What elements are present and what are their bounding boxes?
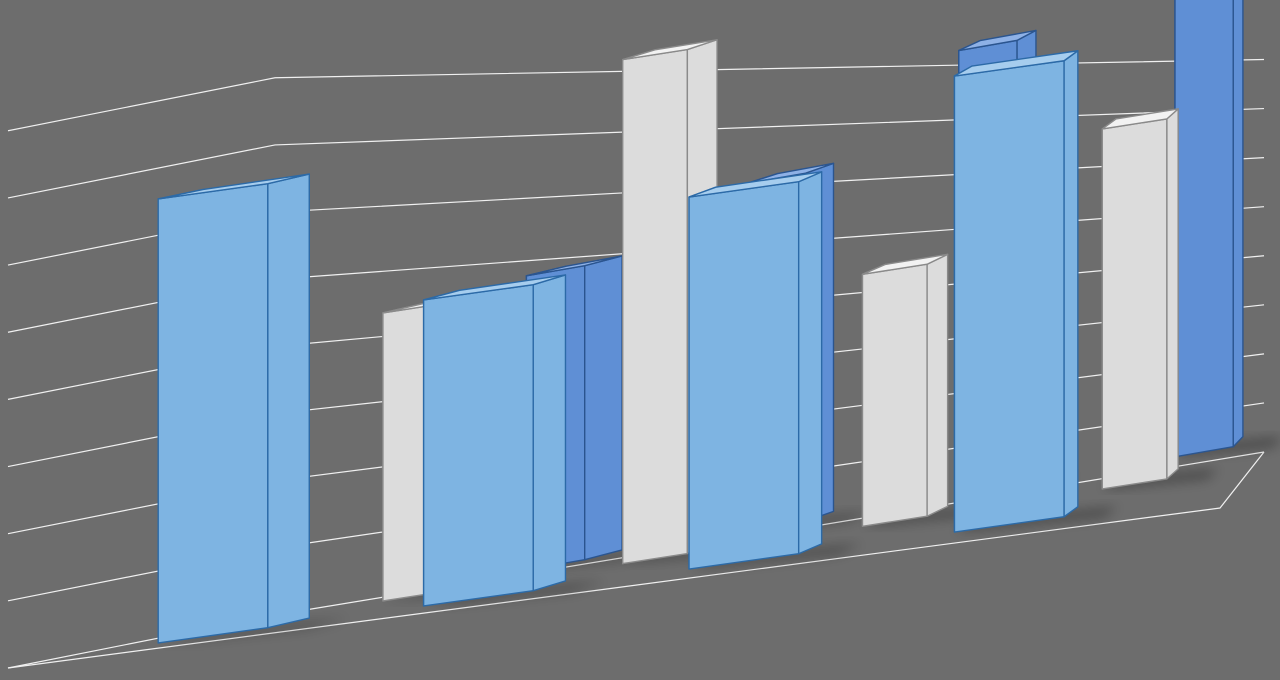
bar-chart-3d <box>0 0 1280 680</box>
